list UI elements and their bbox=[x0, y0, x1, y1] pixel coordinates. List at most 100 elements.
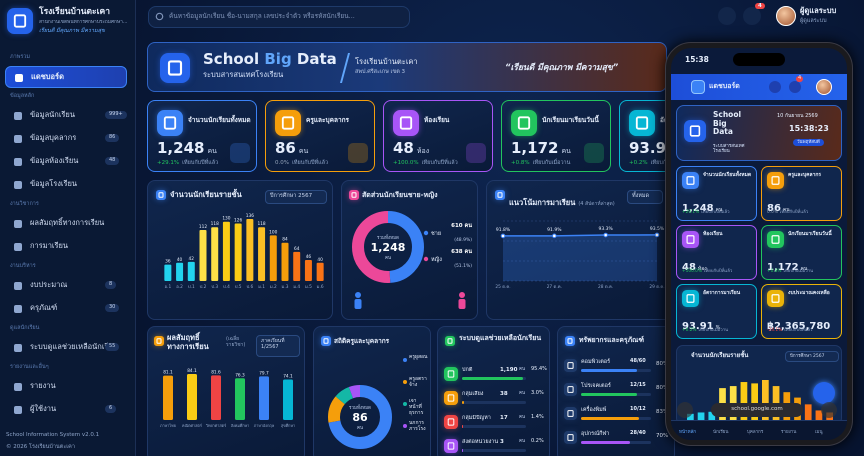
person-icon bbox=[458, 299, 466, 309]
bar-value-label: 36 bbox=[165, 259, 171, 265]
kpi-label: นักเรียนมาเรียนวันนี้ bbox=[788, 231, 832, 237]
icon-glyph bbox=[281, 116, 295, 130]
nav-tab[interactable]: เมนู bbox=[815, 430, 823, 435]
nav-item[interactable]: ข้อมูลห้องเรียน 48 bbox=[5, 151, 127, 173]
nav-icon bbox=[14, 158, 22, 166]
nav-item[interactable]: ข้อมูลโรงเรียน bbox=[5, 174, 127, 196]
nav-item[interactable]: แดชบอร์ด bbox=[5, 66, 127, 88]
kpi-label: จำนวนนักเรียนทั้งหมด bbox=[703, 172, 752, 178]
message-button[interactable] bbox=[743, 7, 761, 25]
x-tick-label: ป.3 bbox=[211, 284, 218, 290]
staff-chart-card: สถิติครูและบุคลากร รวมทั้งหมด 86 คน ครูผู้สอ… bbox=[313, 326, 431, 456]
kpi-note: เทียบกับเมื่อวาน bbox=[698, 328, 729, 333]
kpi-unit: ห้อง bbox=[697, 266, 707, 272]
banner-area: สพป.ศรีสะเกษ เขต 3 bbox=[355, 69, 406, 75]
icon-glyph bbox=[351, 192, 357, 198]
kpi-note: เทียบกับปีที่แล้ว bbox=[779, 210, 809, 215]
kpi-watermark bbox=[348, 143, 368, 163]
nav-item[interactable]: การมาเรียน bbox=[5, 236, 127, 258]
kpi-label: ห้องเรียน bbox=[703, 231, 723, 237]
row-percent: 80% bbox=[656, 385, 669, 391]
divider bbox=[339, 53, 351, 83]
url-bar[interactable]: school.google.com bbox=[711, 403, 803, 417]
nav-item[interactable]: ข้อมูลบุคลากร 86 bbox=[5, 128, 127, 150]
icon-glyph bbox=[158, 192, 164, 198]
x-tick-label: สุขศึกษา bbox=[281, 423, 295, 429]
dropdown[interactable]: ภาคเรียนที่ 1/2567 bbox=[256, 335, 300, 357]
phone-title: แดชบอร์ด bbox=[709, 82, 740, 90]
bar bbox=[258, 227, 266, 281]
legend-label: นักการภารโรง bbox=[409, 421, 426, 432]
row-label: อุปกรณ์กีฬา bbox=[581, 431, 610, 437]
nav-item[interactable]: ข้อมูลนักเรียน 999+ bbox=[5, 105, 127, 127]
donut-center-label: รวมทั้งหมด bbox=[349, 404, 371, 411]
avatar[interactable] bbox=[776, 6, 796, 26]
point-label: 91.8% bbox=[496, 227, 511, 233]
x-tick-label: ป.5 bbox=[235, 284, 242, 290]
school-sub: สำนักงานเขตพื้นที่การศึกษาประถมศึกษา... bbox=[39, 20, 128, 25]
kpi-unit: คน bbox=[298, 147, 309, 155]
fab[interactable] bbox=[813, 382, 835, 404]
legend-value: 610 คน bbox=[451, 222, 472, 229]
kpi-note: เทียบกับปีที่แล้ว bbox=[784, 328, 813, 333]
nav-item[interactable]: ผู้ใช้งาน 6 bbox=[5, 399, 127, 421]
kpi-label: ห้องเรียน bbox=[424, 116, 450, 124]
row-value: 38 bbox=[500, 391, 508, 397]
notification-button[interactable] bbox=[769, 81, 781, 93]
bar bbox=[697, 412, 705, 424]
notification-button[interactable] bbox=[718, 7, 736, 25]
progress-track bbox=[462, 449, 526, 452]
donut-total: 86 bbox=[352, 411, 368, 424]
chart-canvas bbox=[567, 434, 574, 441]
row-value: 17 bbox=[500, 415, 508, 421]
x-tick-label: ภาษาอังกฤษ bbox=[254, 423, 275, 428]
dropdown-label: ปีการศึกษา 2567 bbox=[270, 193, 313, 199]
chart-canvas bbox=[281, 116, 295, 130]
nav-item[interactable]: ระบบดูแลช่วยเหลือนักเรียน 55 bbox=[5, 337, 127, 359]
chart-icon bbox=[154, 336, 164, 346]
chart-canvas bbox=[771, 176, 780, 185]
nav-item[interactable]: ผลสัมฤทธิ์ทางการเรียน bbox=[5, 213, 127, 235]
avatar[interactable] bbox=[816, 79, 832, 95]
bar bbox=[222, 221, 230, 281]
chart-canvas bbox=[167, 60, 183, 76]
dropdown[interactable]: ปีการศึกษา 2567 bbox=[785, 351, 839, 362]
nav-tab[interactable]: รายงาน bbox=[781, 430, 797, 435]
search-box[interactable]: ค้นหาข้อมูลนักเรียน ชื่อ-นามสกุล เลขประจ… bbox=[148, 6, 410, 28]
x-tick-label: ม.2 bbox=[270, 284, 277, 290]
nav-item[interactable]: รายงาน bbox=[5, 376, 127, 398]
kpi-icon bbox=[767, 231, 784, 248]
back-button[interactable] bbox=[677, 402, 693, 418]
kpi-icon bbox=[157, 110, 183, 136]
dropdown[interactable]: ทั้งหมด bbox=[627, 190, 663, 204]
kpi-card: นักเรียนมาเรียนวันนี้ 1,172 คน +0.8% เทียบกั… bbox=[501, 100, 611, 172]
dropdown-label: ปีการศึกษา 2567 bbox=[790, 354, 825, 359]
nav-item[interactable]: งบประมาณ 8 bbox=[5, 275, 127, 297]
dropdown[interactable]: ปีการศึกษา 2567 bbox=[265, 190, 327, 204]
row-percent: 3.0% bbox=[531, 390, 544, 396]
x-tick-label: ป.2 bbox=[200, 284, 207, 290]
chart-canvas bbox=[399, 116, 413, 130]
row-icon bbox=[444, 439, 458, 453]
nav-icon bbox=[14, 220, 22, 228]
chart-canvas bbox=[771, 294, 780, 303]
chart-icon bbox=[495, 190, 505, 200]
nav-tab[interactable]: หน้าหลัก bbox=[679, 430, 697, 435]
nav-badge: 48 bbox=[105, 157, 120, 165]
row-icon bbox=[564, 359, 577, 372]
nav-tab[interactable]: บุคลากร bbox=[747, 430, 764, 435]
icon-glyph bbox=[517, 116, 531, 130]
home-icon[interactable] bbox=[691, 80, 705, 94]
icon-glyph bbox=[13, 14, 27, 28]
row-label: ส่งต่อหน่วยงาน bbox=[462, 439, 499, 445]
nav-tab[interactable]: นักเรียน bbox=[713, 430, 729, 435]
kpi-note: เทียบกับเมื่อวาน bbox=[532, 160, 571, 166]
bar bbox=[804, 404, 812, 424]
bar-value-label: 118 bbox=[211, 221, 219, 227]
message-button[interactable] bbox=[789, 81, 801, 93]
more-button[interactable] bbox=[821, 402, 837, 418]
nav-item[interactable]: ครุภัณฑ์ 30 bbox=[5, 298, 127, 320]
bar bbox=[235, 378, 245, 420]
search-placeholder: ค้นหาข้อมูลนักเรียน ชื่อ-นามสกุล เลขประจ… bbox=[169, 12, 355, 20]
